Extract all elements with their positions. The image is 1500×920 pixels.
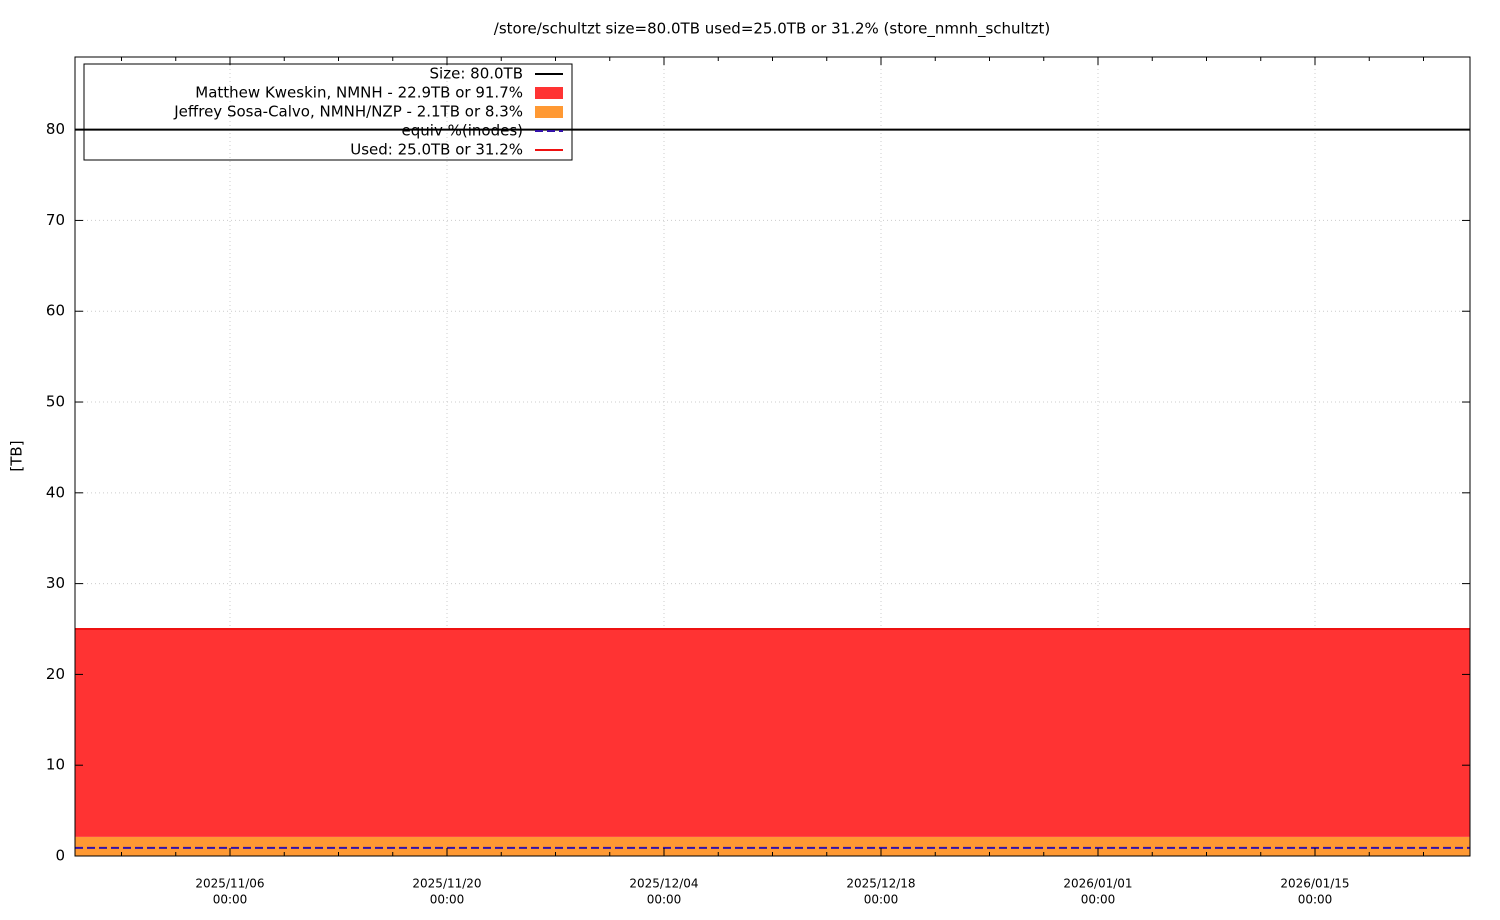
legend-swatch <box>535 106 563 118</box>
stacked-area <box>75 836 1470 856</box>
x-tick-label: 2026/01/15 <box>1280 877 1349 891</box>
y-tick-label: 60 <box>46 302 65 320</box>
y-tick-label: 20 <box>46 665 65 683</box>
y-tick-label: 30 <box>46 574 65 592</box>
axes: 0 10 20 30 40 50 60 70 80 2025/11/06 00:00 2025/11/… <box>46 56 1471 907</box>
y-tick-label: 50 <box>46 393 65 411</box>
x-tick-label: 00:00 <box>1081 893 1116 907</box>
y-tick-label: 40 <box>46 483 65 501</box>
x-tick-label: 2025/11/06 <box>195 877 264 891</box>
x-tick-label: 2025/11/20 <box>412 877 481 891</box>
y-axis-label: [TB] <box>8 440 26 471</box>
x-tick-label: 00:00 <box>430 893 465 907</box>
x-tick-label: 2025/12/18 <box>846 877 915 891</box>
y-tick-label: 80 <box>46 120 65 138</box>
legend-label: Size: 80.0TB <box>430 65 523 83</box>
legend-label: Matthew Kweskin, NMNH - 22.9TB or 91.7% <box>195 84 523 102</box>
legend-label: Used: 25.0TB or 31.2% <box>350 141 523 159</box>
legend-box <box>83 63 573 161</box>
legend-label: Jeffrey Sosa-Calvo, NMNH/NZP - 2.1TB or … <box>173 103 523 121</box>
y-tick-label: 0 <box>55 847 65 865</box>
x-tick-label: 00:00 <box>647 893 682 907</box>
x-tick-label: 00:00 <box>213 893 248 907</box>
chart-title: /store/schultzt size=80.0TB used=25.0TB … <box>494 20 1050 39</box>
x-tick-label: 2026/01/01 <box>1063 877 1132 891</box>
legend-swatch <box>535 87 563 99</box>
x-tick-label: 00:00 <box>1298 893 1333 907</box>
x-tick-label: 2025/12/04 <box>629 877 698 891</box>
stacked-area <box>75 629 1470 837</box>
legend-label: equiv %(inodes) <box>402 122 523 140</box>
y-tick-label: 10 <box>46 756 65 774</box>
y-tick-label: 70 <box>46 211 65 229</box>
plot-border <box>74 56 1471 857</box>
plot-area <box>75 128 1470 856</box>
x-tick-label: 00:00 <box>864 893 899 907</box>
